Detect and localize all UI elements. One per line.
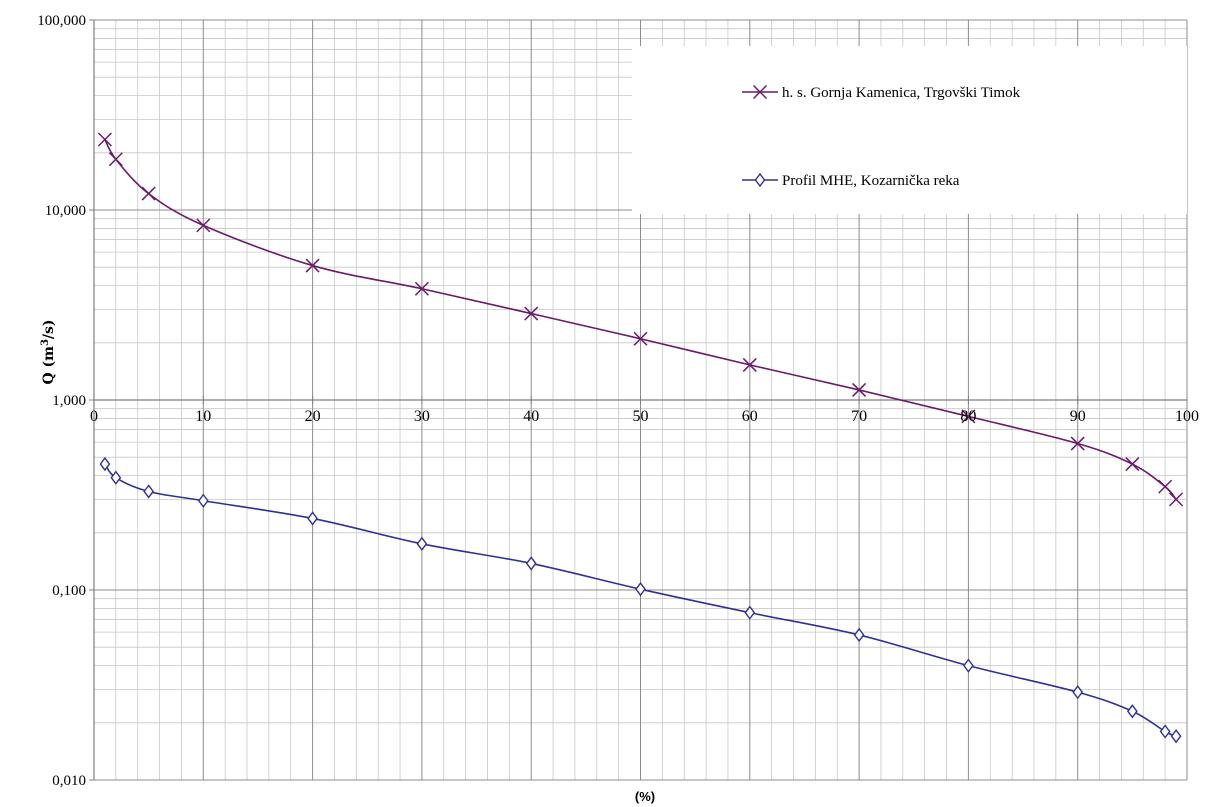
y-tick-label: 0,100 (52, 583, 86, 599)
data-point (633, 331, 648, 346)
axes (89, 19, 1188, 781)
data-point (143, 484, 155, 499)
data-point (110, 470, 122, 485)
y-axis-title-sup: 3 (40, 339, 51, 346)
tick-labels: 0 10 20 30 40 50 60 70 80 90 100 0,010 0,100 1,000 10,… (37, 13, 1199, 789)
data-point (1159, 724, 1171, 739)
data-point (1170, 729, 1182, 744)
data-point (1169, 492, 1184, 507)
data-point (1126, 704, 1138, 719)
data-point (305, 258, 320, 273)
series-1 (97, 132, 1184, 507)
legend-entry-2: Profil MHE, Kozarnička reka (742, 172, 960, 189)
data-point (141, 186, 156, 201)
data-point (963, 658, 974, 673)
x-tick-label: 40 (523, 408, 539, 425)
data-point (635, 582, 646, 597)
data-point (97, 132, 112, 147)
data-point (744, 605, 756, 620)
y-tick-label: 100,000 (37, 13, 86, 29)
legend-background (632, 46, 1187, 214)
data-point (1072, 684, 1084, 700)
legend-entry-1: h. s. Gornja Kamenica, Trgovški Timok (742, 84, 1021, 101)
x-tick-label: 90 (1070, 408, 1086, 425)
data-point (852, 382, 867, 397)
x-tick-label: 20 (305, 408, 321, 425)
y-tick-label: 0,010 (52, 773, 86, 789)
data-point (108, 152, 123, 167)
y-axis-title: Q (m3/s) (40, 319, 58, 384)
x-tick-label: 80 (960, 408, 976, 425)
x-axis-title: (%) (635, 789, 655, 804)
data-point (525, 556, 537, 571)
x-tick-label: 60 (742, 408, 758, 425)
data-point (1158, 479, 1173, 494)
data-point (307, 511, 318, 526)
y-axis-title-suffix: /s) (41, 319, 57, 339)
data-point (961, 409, 976, 424)
data-point (197, 493, 209, 508)
legend-label: Profil MHE, Kozarnička reka (782, 173, 960, 189)
data-point (196, 218, 211, 233)
legend: h. s. Gornja Kamenica, Trgovški Timok Pro… (632, 46, 1187, 214)
x-tick-label: 70 (851, 408, 867, 425)
x-tick-label: 0 (90, 408, 98, 425)
series-layer (97, 132, 1184, 744)
x-tick-label: 50 (633, 408, 649, 425)
data-point (524, 306, 539, 321)
x-tick-label: 100 (1175, 408, 1199, 425)
y-tick-label: 1,000 (52, 393, 86, 409)
y-axis-title-prefix: Q (m (41, 346, 57, 385)
data-point (853, 627, 865, 643)
y-tick-label: 10,000 (45, 203, 86, 219)
data-point (99, 456, 111, 472)
series-2 (99, 456, 1182, 744)
data-point (742, 357, 757, 372)
data-point (414, 281, 429, 296)
legend-label: h. s. Gornja Kamenica, Trgovški Timok (782, 85, 1021, 101)
data-point (1125, 457, 1140, 472)
data-point (1070, 436, 1085, 451)
data-point (416, 536, 428, 551)
legend-marker (752, 84, 768, 100)
x-tick-label: 10 (195, 408, 211, 425)
legend-marker (754, 172, 766, 188)
x-tick-label: 30 (414, 408, 430, 425)
